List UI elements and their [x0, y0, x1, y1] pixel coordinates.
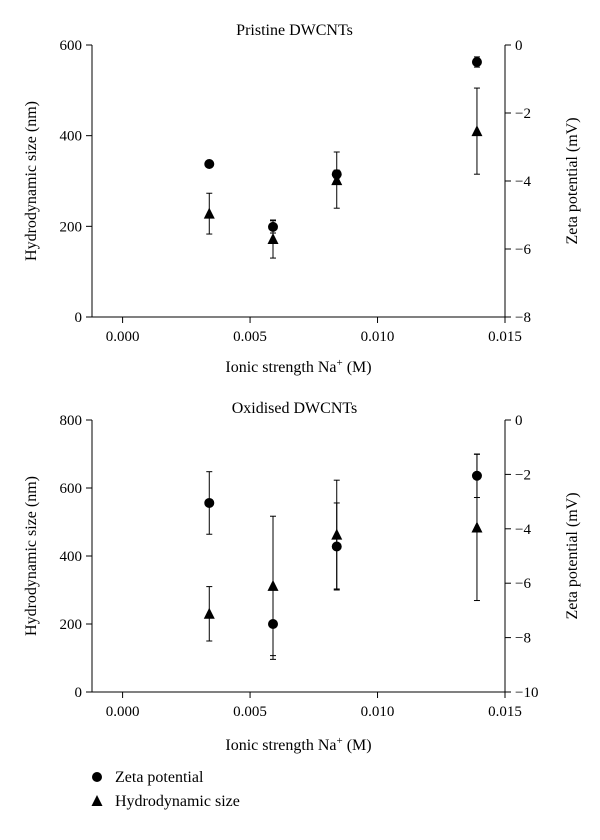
- hydrodynamic-size-point: [267, 579, 279, 591]
- chart-panel-1: Pristine DWCNTs 0.000 0.005 0.010 0.015 0 200 4…: [23, 22, 581, 376]
- left-y-tick-label: 200: [60, 219, 83, 235]
- right-y-tick-label: −8: [515, 631, 531, 647]
- left-y-axis-label: Hydrodynamic size (nm): [23, 101, 40, 261]
- x-tick-label: 0.005: [233, 704, 267, 720]
- hydrodynamic-size-point: [331, 528, 343, 540]
- chart-panel-2: Oxidised DWCNTs 0.000 0.005 0.010 0.015 0 200 4…: [23, 400, 581, 754]
- right-y-axis-label: Zeta potential (mV): [564, 117, 581, 244]
- x-axis-label: Ionic strength Na+ (M): [225, 735, 371, 754]
- legend-label: Hydrodynamic size: [115, 793, 240, 810]
- right-y-tick-label: −4: [515, 174, 531, 190]
- right-y-tick-label: 0: [515, 38, 523, 54]
- left-y-tick-label: 400: [60, 129, 83, 145]
- legend-triangle-marker: [91, 795, 103, 806]
- x-tick-label: 0.000: [106, 704, 140, 720]
- x-tick-label: 0.010: [361, 704, 395, 720]
- zeta-potential-point: [471, 57, 482, 67]
- left-y-tick-label: 600: [60, 481, 83, 497]
- left-y-tick-label: 400: [60, 549, 83, 565]
- left-y-tick-label: 600: [60, 38, 83, 54]
- right-y-tick-label: −2: [515, 106, 531, 122]
- left-y-tick-label: 800: [60, 413, 83, 429]
- left-y-axis-label: Hydrodynamic size (nm): [23, 476, 40, 636]
- x-tick-label: 0.010: [361, 329, 395, 345]
- hydrodynamic-size-point: [471, 125, 483, 137]
- x-axis-label: Ionic strength Na+ (M): [225, 357, 371, 376]
- x-tick-label: 0.005: [233, 329, 267, 345]
- legend-label: Zeta potential: [115, 769, 204, 786]
- hydrodynamic-size-point: [203, 607, 215, 619]
- chart-title: Pristine DWCNTs: [236, 22, 353, 39]
- right-y-axis-label: Zeta potential (mV): [564, 492, 581, 619]
- left-y-tick-label: 0: [75, 685, 83, 701]
- right-y-tick-label: −4: [515, 522, 531, 538]
- hydrodynamic-size-point: [471, 521, 483, 533]
- x-tick-label: 0.015: [488, 704, 522, 720]
- right-y-tick-label: −10: [515, 685, 538, 701]
- left-y-tick-label: 200: [60, 617, 83, 633]
- right-y-tick-label: −8: [515, 310, 531, 326]
- legend: Zeta potential Hydrodynamic size: [91, 769, 240, 810]
- right-y-tick-label: −6: [515, 576, 531, 592]
- x-tick-label: 0.000: [106, 329, 140, 345]
- hydrodynamic-size-point: [331, 174, 343, 186]
- right-y-tick-label: −2: [515, 467, 531, 483]
- hydrodynamic-size-point: [267, 233, 279, 245]
- left-y-tick-label: 0: [75, 310, 83, 326]
- zeta-potential-point: [204, 159, 215, 169]
- right-y-tick-label: −6: [515, 242, 531, 258]
- legend-circle-marker: [92, 772, 102, 782]
- zeta-potential-point: [204, 497, 215, 508]
- right-y-tick-label: 0: [515, 413, 523, 429]
- x-tick-label: 0.015: [488, 329, 522, 345]
- hydrodynamic-size-point: [203, 207, 215, 219]
- chart-title: Oxidised DWCNTs: [232, 400, 358, 417]
